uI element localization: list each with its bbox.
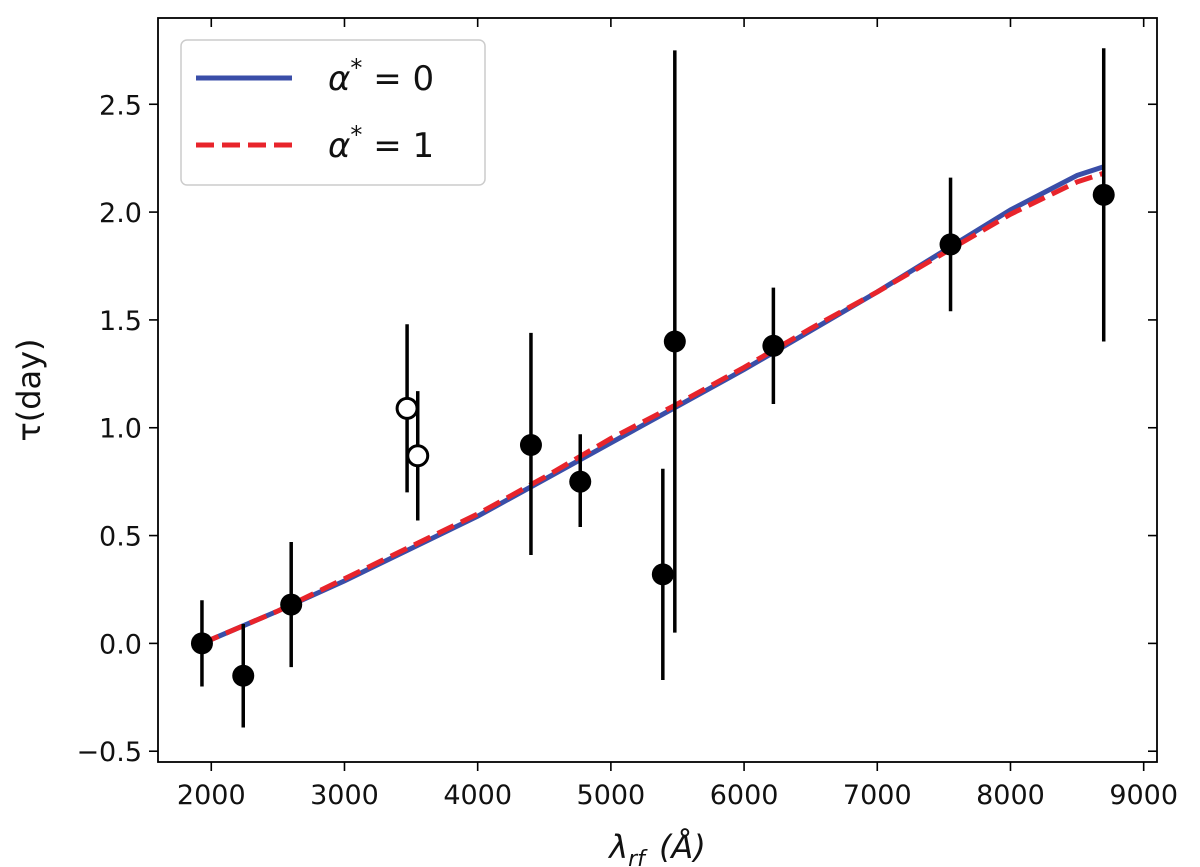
x-tick-label: 3000: [310, 780, 379, 811]
data-point: [190, 632, 213, 655]
y-tick-label: 1.5: [99, 306, 142, 337]
plot-frame: [157, 17, 1158, 763]
data-point: [762, 334, 785, 357]
y-tick-label: −0.5: [76, 737, 142, 768]
x-tick-label: 7000: [843, 780, 912, 811]
y-tick-label: 0.5: [99, 522, 142, 553]
x-tick-label: 8000: [976, 780, 1045, 811]
data-point: [519, 433, 542, 456]
x-tick-label: 5000: [577, 780, 646, 811]
series-line-1: [201, 170, 1105, 646]
data-point-open: [406, 444, 430, 468]
y-tick-label: 2.5: [99, 90, 142, 121]
data-point: [280, 593, 303, 616]
legend: α* = 0 α* = 1: [180, 39, 486, 186]
data-point: [1092, 183, 1115, 206]
data-point-open: [395, 396, 419, 420]
data-point: [651, 563, 674, 586]
legend-label-1: α* = 1: [328, 121, 434, 166]
x-axis-label-subscript: rf: [628, 847, 648, 867]
x-axis-label-unit: (Å): [659, 828, 706, 866]
y-tick-label: 0.0: [99, 629, 142, 660]
data-point: [663, 330, 686, 353]
plot-area: [157, 17, 1158, 763]
x-tick-label: 2000: [177, 780, 246, 811]
x-axis-label: λrf (Å): [607, 828, 706, 867]
data-point: [569, 470, 592, 493]
data-point: [939, 233, 962, 256]
x-tick-label: 4000: [443, 780, 512, 811]
x-axis-label-symbol: λ: [607, 828, 628, 866]
y-axis-ticks: −0.5 0.0 0.5 1.0 1.5 2.0 2.5: [76, 90, 1157, 768]
y-tick-label: 1.0: [99, 414, 142, 445]
data-point: [232, 664, 255, 687]
x-tick-label: 6000: [710, 780, 779, 811]
x-axis-ticks: 2000 3000 4000 5000 6000 7000 8000 9000: [177, 18, 1178, 811]
x-tick-label: 9000: [1109, 780, 1178, 811]
y-tick-label: 2.0: [99, 198, 142, 229]
y-axis-label: τ(day): [10, 338, 48, 441]
legend-label-0: α* = 0: [328, 54, 434, 99]
